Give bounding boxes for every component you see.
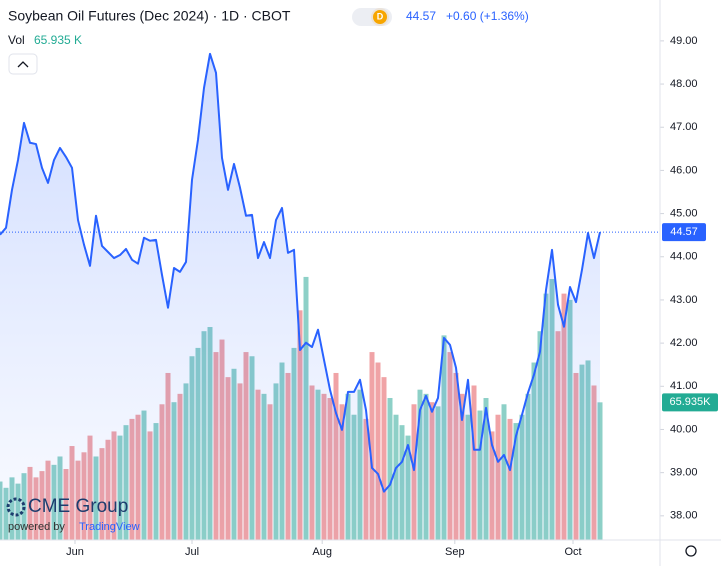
y-tick-label: 45.00 [670,207,698,219]
volume-tag-bg [662,393,718,412]
x-tick-label: Sep [445,546,465,558]
y-tick-label: 44.00 [670,251,698,263]
logo-text: CME Group [28,496,128,517]
price-line [0,52,601,493]
settings-icon[interactable] [685,545,697,557]
y-tick-label: 39.00 [670,467,698,479]
chart-title: Soybean Oil Futures (Dec 2024) · 1D · CB… [8,8,291,24]
price-tag: 44.57 [670,226,698,238]
y-tick-label: 46.00 [670,164,698,176]
y-tick-label: 42.00 [670,337,698,349]
y-tick-label: 43.00 [670,294,698,306]
y-tick-label: 49.00 [670,35,698,47]
volume-tag: 65.935K [670,396,712,408]
volume-bar [375,362,381,540]
price-change: +0.60 (+1.36%) [446,9,529,23]
interval-badge: D [377,11,384,21]
y-tick-label: 38.00 [670,510,698,522]
collapse-button[interactable] [8,53,38,75]
x-tick-label: Jul [185,546,199,558]
logo-icon [6,497,26,517]
volume-bar [387,398,393,540]
y-tick-label: 47.00 [670,121,698,133]
powered-by: powered by [8,521,65,533]
price-area [0,53,600,540]
plot-area [0,52,603,540]
x-tick-label: Oct [564,546,581,558]
volume-value: 65.935 K [34,33,82,47]
volume-bar [381,377,387,540]
logo: CME Group powered by TradingView [6,496,140,533]
y-tick-label: 40.00 [670,423,698,435]
powered-brand: TradingView [79,521,140,533]
last-price: 44.57 [406,9,436,23]
y-tick-label: 41.00 [670,380,698,392]
collapse-icon [17,61,29,68]
volume-label: Vol [8,33,25,47]
x-tick-label: Aug [312,546,332,558]
badge-dot [373,10,387,24]
y-tick-label: 48.00 [670,78,698,90]
price-tag-bg [662,223,706,242]
x-tick-label: Jun [66,546,84,558]
volume-bar [369,352,375,540]
